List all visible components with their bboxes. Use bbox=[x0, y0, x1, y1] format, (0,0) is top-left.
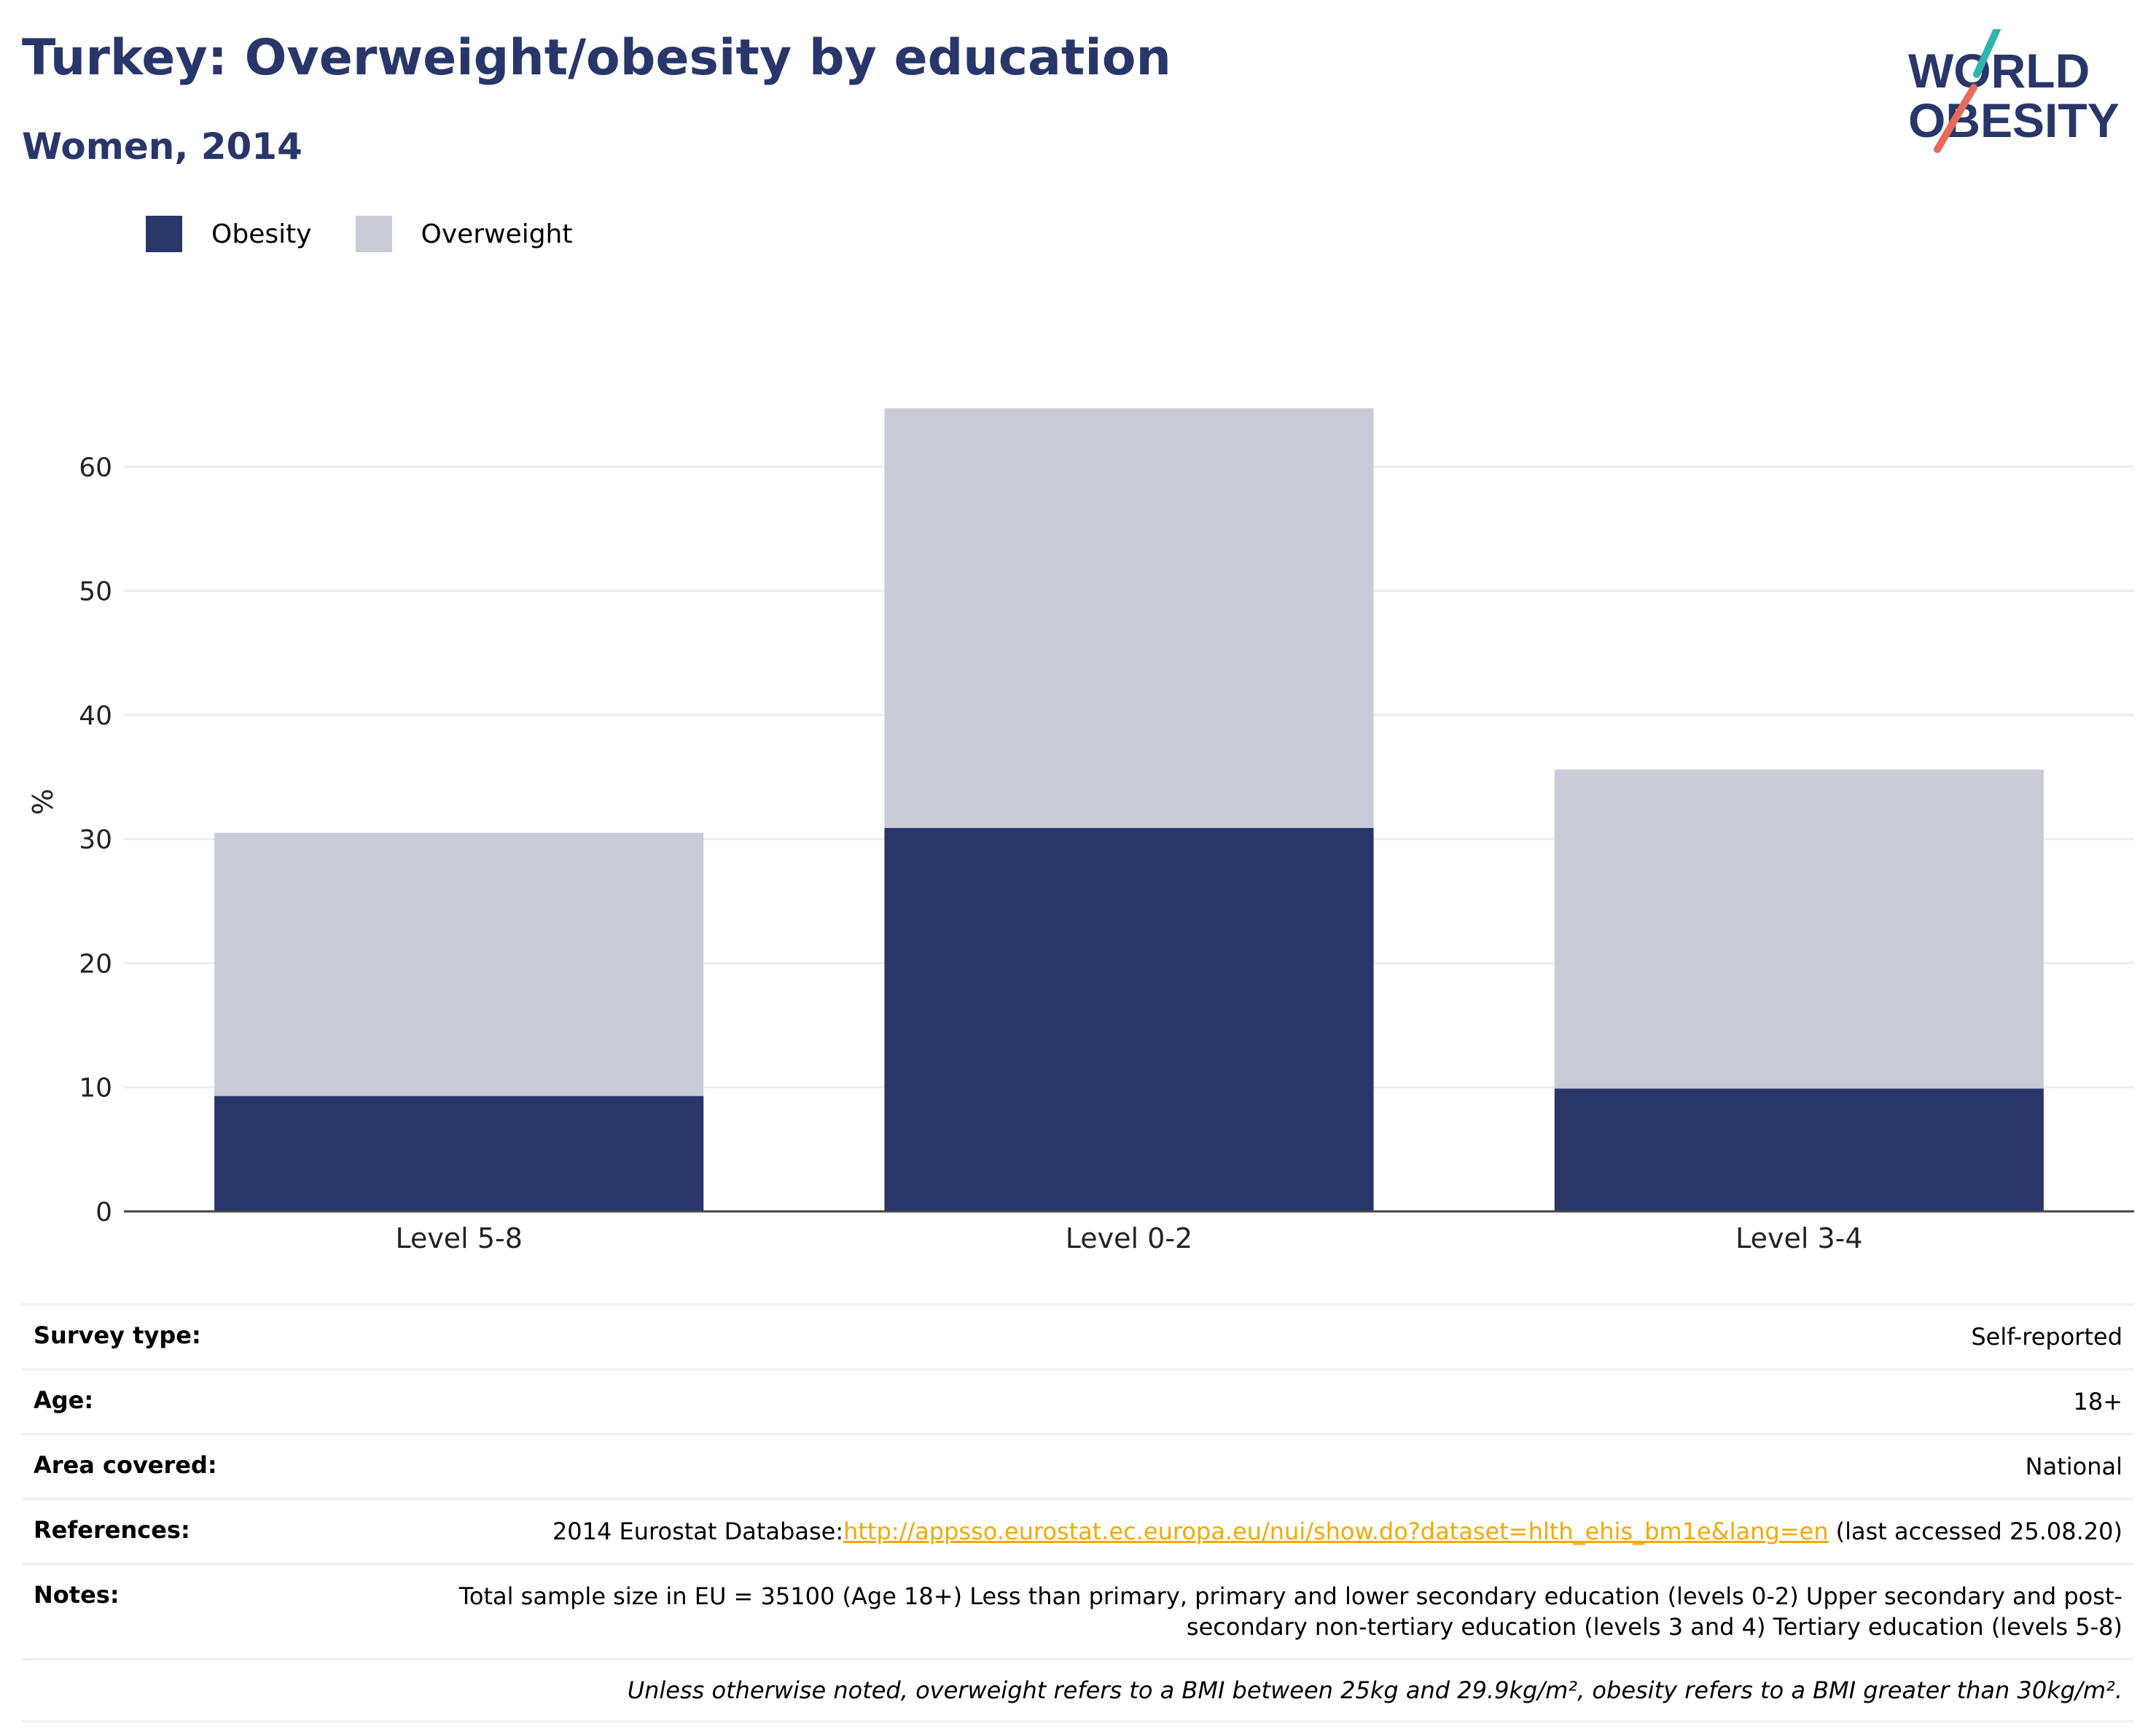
x-tick-label: Level 3-4 bbox=[1735, 1222, 1862, 1254]
info-label: Age: bbox=[34, 1386, 94, 1414]
info-label: References: bbox=[34, 1516, 190, 1544]
info-row-notes: Notes: Total sample size in EU = 35100 (… bbox=[22, 1563, 2134, 1658]
info-value: 2014 Eurostat Database:http://appsso.eur… bbox=[552, 1516, 2122, 1547]
bmi-footnote: Unless otherwise noted, overweight refer… bbox=[22, 1658, 2134, 1722]
legend-label-obesity: Obesity bbox=[211, 219, 312, 249]
info-row-age: Age: 18+ bbox=[22, 1368, 2134, 1433]
bar-obesity-2 bbox=[884, 827, 1374, 1211]
y-tick-label: 30 bbox=[79, 825, 112, 855]
y-tick-label: 60 bbox=[79, 453, 112, 483]
y-tick-label: 10 bbox=[79, 1074, 112, 1104]
y-tick-label: 0 bbox=[95, 1198, 112, 1227]
info-table: Survey type: Self-reported Age: 18+ Area… bbox=[22, 1303, 2134, 1722]
bar-obesity-1 bbox=[214, 1096, 704, 1211]
chart-subtitle: Women, 2014 bbox=[22, 125, 302, 168]
x-tick-label: Level 0-2 bbox=[1066, 1222, 1192, 1254]
legend-swatch-obesity bbox=[146, 216, 182, 252]
y-tick-label: 50 bbox=[79, 577, 112, 607]
logo-slash-coral bbox=[1934, 84, 1977, 153]
info-value: National bbox=[2025, 1453, 2122, 1480]
legend-item-overweight[interactable]: Overweight bbox=[355, 216, 573, 252]
info-value: 18+ bbox=[2073, 1388, 2122, 1415]
logo-text-world: WORLD bbox=[1908, 44, 2090, 98]
bar-overweight-1 bbox=[214, 832, 704, 1096]
info-row-survey-type: Survey type: Self-reported bbox=[22, 1303, 2134, 1368]
info-row-references: References: 2014 Eurostat Database:http:… bbox=[22, 1498, 2134, 1563]
bar-chart: 0 10 20 30 40 50 60% Level 5-8 Level 0-2 Level 3-… bbox=[27, 408, 2134, 1254]
y-tick-label: 20 bbox=[79, 949, 112, 979]
x-tick-label: Level 5-8 bbox=[395, 1222, 522, 1254]
info-value: Total sample size in EU = 35100 (Age 18+… bbox=[458, 1582, 2122, 1641]
bar-overweight-2 bbox=[884, 408, 1374, 828]
bar-obesity-3 bbox=[1554, 1088, 2044, 1211]
reference-link[interactable]: http://appsso.eurostat.ec.europa.eu/nui/… bbox=[843, 1518, 1829, 1545]
reference-prefix: 2014 Eurostat Database: bbox=[552, 1518, 844, 1545]
bar-overweight-3 bbox=[1554, 769, 2044, 1089]
y-axis-title: % bbox=[27, 789, 59, 815]
info-label: Area covered: bbox=[34, 1451, 217, 1479]
info-label: Notes: bbox=[34, 1581, 120, 1609]
info-value: Self-reported bbox=[1971, 1323, 2122, 1351]
chart-title: Turkey: Overweight/obesity by education bbox=[22, 29, 1171, 87]
y-tick-label: 40 bbox=[79, 701, 112, 731]
chart-legend: Obesity Overweight bbox=[146, 216, 616, 252]
info-label: Survey type: bbox=[34, 1321, 201, 1349]
logo-slash-teal bbox=[1973, 29, 2001, 78]
legend-swatch-overweight bbox=[355, 216, 392, 252]
world-obesity-logo: WORLD OBESITY bbox=[1908, 29, 2120, 153]
info-row-area: Area covered: National bbox=[22, 1433, 2134, 1498]
reference-suffix: (last accessed 25.08.20) bbox=[1828, 1518, 2122, 1545]
legend-label-overweight: Overweight bbox=[421, 219, 573, 249]
legend-item-obesity[interactable]: Obesity bbox=[146, 216, 312, 252]
